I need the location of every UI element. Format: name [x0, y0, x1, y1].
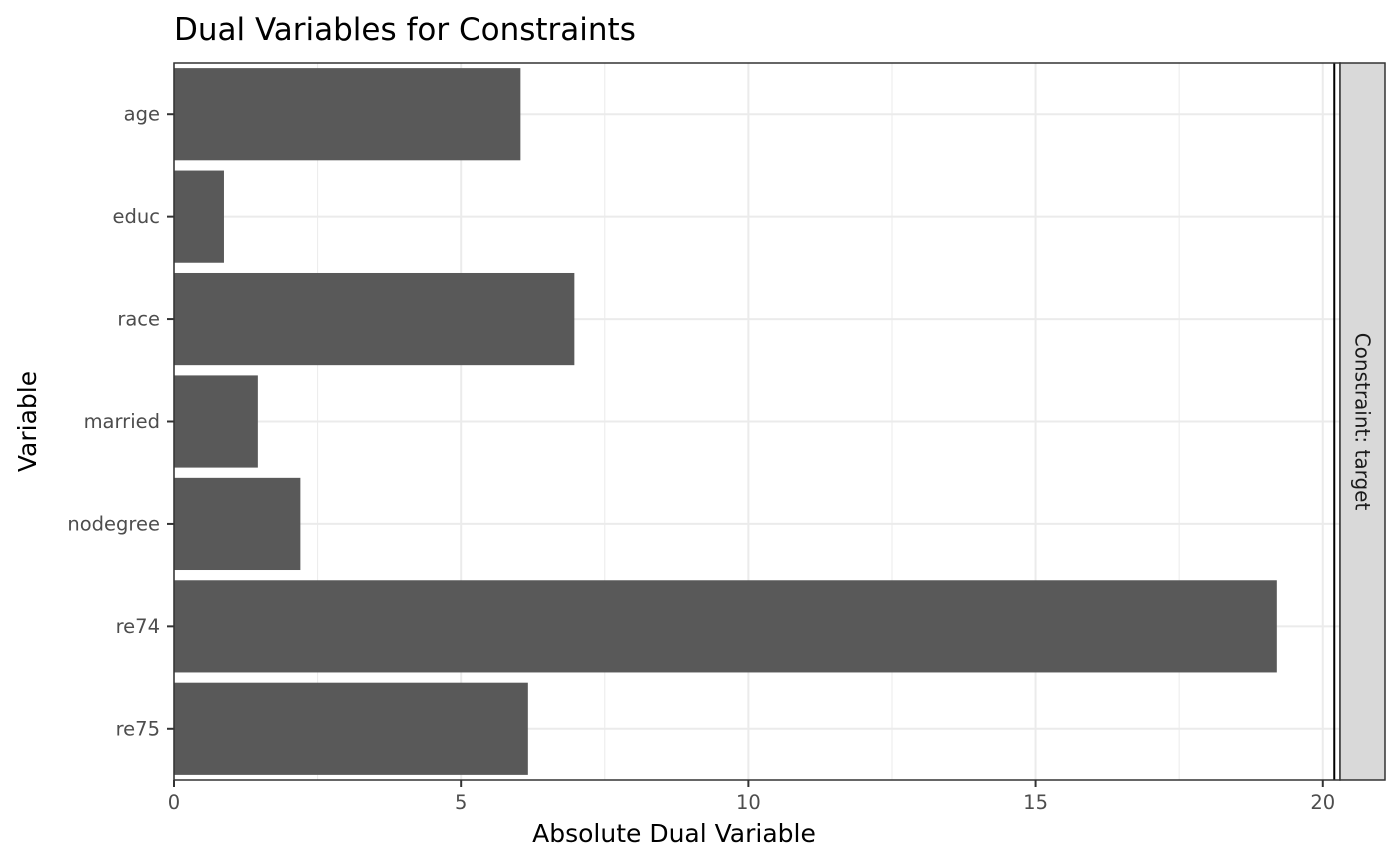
facet-strip-background: [1339, 62, 1386, 781]
x-axis-title: Absolute Dual Variable: [532, 819, 816, 848]
chart-title: Dual Variables for Constraints: [174, 12, 636, 48]
bar-educ: [174, 170, 224, 263]
bar-married: [174, 375, 258, 468]
x-tick-label: 20: [1310, 791, 1335, 814]
bars: [174, 68, 1277, 775]
y-tick-label-re75: re75: [116, 717, 160, 740]
bar-race: [174, 272, 575, 366]
y-axis-title: Variable: [13, 371, 42, 472]
x-tick-label: 5: [455, 791, 467, 814]
y-tick-label-re74: re74: [116, 615, 160, 638]
bar-re74: [174, 580, 1277, 673]
y-tick-label-age: age: [124, 103, 160, 126]
x-tick-label: 15: [1023, 791, 1048, 814]
facet-strip-label: Constraint: target: [1351, 333, 1375, 511]
x-tick-label: 0: [168, 791, 180, 814]
y-tick-label-educ: educ: [113, 205, 160, 228]
x-axis: 0 5 10 15 20: [168, 780, 1335, 814]
bar-age: [174, 68, 521, 161]
y-tick-label-nodegree: nodegree: [67, 512, 160, 535]
y-tick-label-married: married: [84, 410, 160, 433]
y-axis: age educ race married nodegree re74 re75: [67, 103, 174, 740]
facet-strip: Constraint: target: [1339, 62, 1386, 781]
y-tick-label-race: race: [117, 308, 160, 331]
bar-nodegree: [174, 477, 301, 571]
bar-re75: [174, 682, 528, 775]
x-tick-label: 10: [736, 791, 761, 814]
